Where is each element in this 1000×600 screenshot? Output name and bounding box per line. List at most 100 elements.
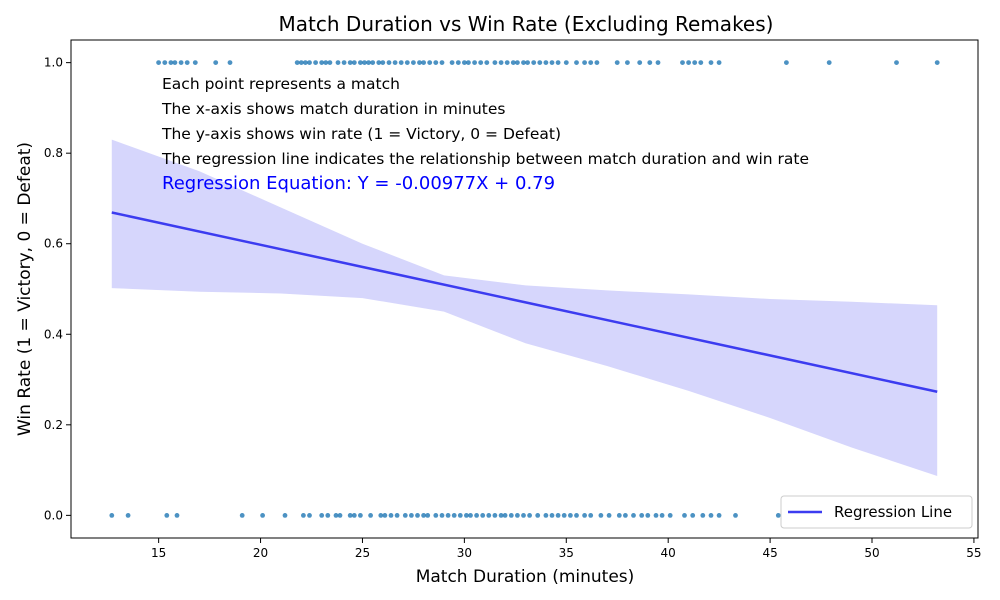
victory-point bbox=[392, 60, 398, 65]
victory-point bbox=[894, 60, 899, 65]
victory-point bbox=[404, 60, 410, 65]
defeat-point bbox=[582, 513, 587, 518]
y-tick-label: 0.2 bbox=[44, 418, 63, 432]
defeat-point bbox=[409, 513, 414, 518]
defeat-point bbox=[239, 513, 245, 518]
victory-point bbox=[647, 60, 653, 65]
defeat-point bbox=[421, 513, 426, 518]
defeat-point bbox=[667, 513, 673, 518]
defeat-point bbox=[468, 513, 473, 518]
confidence-band-layer bbox=[111, 139, 938, 476]
defeat-point bbox=[164, 513, 170, 518]
defeat-point bbox=[464, 513, 469, 518]
victory-point bbox=[172, 60, 178, 65]
defeat-point bbox=[508, 513, 514, 518]
victory-point bbox=[351, 60, 357, 65]
victory-point bbox=[433, 60, 439, 65]
victory-point bbox=[323, 60, 329, 65]
victory-point bbox=[466, 60, 471, 65]
plot-frame bbox=[70, 39, 979, 539]
defeat-point bbox=[319, 513, 325, 518]
defeat-point bbox=[574, 513, 579, 518]
defeat-point bbox=[480, 513, 486, 518]
victory-point bbox=[313, 60, 318, 65]
defeat-point bbox=[492, 513, 498, 518]
victory-point bbox=[411, 60, 416, 65]
defeat-point bbox=[351, 513, 357, 518]
victory-point bbox=[478, 60, 484, 65]
victory-point bbox=[515, 60, 520, 65]
victory-point bbox=[335, 60, 341, 65]
defeat-point bbox=[515, 513, 520, 518]
victory-point bbox=[362, 60, 367, 65]
victory-point bbox=[637, 60, 643, 65]
victory-point bbox=[417, 60, 422, 65]
defeat-point bbox=[347, 513, 353, 518]
regression-line-layer bbox=[111, 211, 938, 393]
defeat-point bbox=[555, 513, 561, 518]
defeat-point bbox=[388, 513, 394, 518]
defeat-point bbox=[521, 513, 526, 518]
victory-point bbox=[213, 60, 219, 65]
defeat-point bbox=[125, 513, 131, 518]
legend-box bbox=[780, 495, 973, 529]
victory-point bbox=[227, 60, 233, 65]
victory-point bbox=[563, 60, 569, 65]
plot-area bbox=[109, 60, 940, 518]
defeat-point bbox=[382, 513, 388, 518]
x-tick-label: 40 bbox=[661, 546, 676, 560]
defeat-point bbox=[659, 513, 665, 518]
victory-point bbox=[376, 60, 382, 65]
defeat-point bbox=[282, 513, 288, 518]
defeat-point bbox=[598, 513, 604, 518]
defeat-point bbox=[645, 513, 651, 518]
annotation-line-4: The regression line indicates the relati… bbox=[161, 150, 809, 168]
y-tick-label: 0.4 bbox=[44, 327, 63, 341]
victory-point bbox=[449, 60, 455, 65]
defeat-point bbox=[682, 513, 687, 518]
x-tick-label: 15 bbox=[151, 546, 166, 560]
victory-point bbox=[178, 60, 184, 65]
defeat-point bbox=[616, 513, 622, 518]
defeat-point bbox=[394, 513, 400, 518]
victory-point bbox=[588, 60, 594, 65]
victory-point bbox=[298, 60, 304, 65]
defeat-point bbox=[358, 513, 363, 518]
defeat-point bbox=[588, 513, 594, 518]
defeat-point bbox=[260, 513, 265, 518]
annotations: Each point represents a match The x-axis… bbox=[161, 75, 809, 194]
victory-point bbox=[303, 60, 308, 65]
defeat-point bbox=[415, 513, 420, 518]
victory-point bbox=[504, 60, 510, 65]
victory-point bbox=[716, 60, 722, 65]
defeat-point bbox=[639, 513, 645, 518]
victory-point bbox=[455, 60, 461, 65]
victory-point bbox=[156, 60, 162, 65]
victory-point bbox=[192, 60, 198, 65]
annotation-line-2: The x-axis shows match duration in minut… bbox=[161, 100, 505, 118]
defeat-point bbox=[109, 513, 115, 518]
victory-point bbox=[543, 60, 549, 65]
victory-point bbox=[698, 60, 704, 65]
y-tick-label: 0.0 bbox=[44, 508, 63, 522]
defeat-point bbox=[439, 513, 445, 518]
victory-point bbox=[462, 60, 467, 65]
defeat-point bbox=[451, 513, 457, 518]
victory-point bbox=[655, 60, 661, 65]
defeat-point bbox=[775, 513, 781, 518]
victory-point bbox=[537, 60, 543, 65]
legend-label: Regression Line bbox=[834, 503, 952, 521]
defeat-point bbox=[535, 513, 541, 518]
x-tick-label: 55 bbox=[966, 546, 981, 560]
victory-point bbox=[625, 60, 630, 65]
victory-point bbox=[347, 60, 353, 65]
victory-point bbox=[307, 60, 312, 65]
chart-title: Match Duration vs Win Rate (Excluding Re… bbox=[279, 12, 774, 36]
defeat-point bbox=[568, 513, 573, 518]
defeat-point bbox=[708, 513, 714, 518]
victory-point bbox=[386, 60, 392, 65]
y-axis-label: Win Rate (1 = Victory, 0 = Defeat) bbox=[15, 142, 35, 436]
victory-point bbox=[168, 60, 174, 65]
y-axis-ticks: 0.0 0.2 0.4 0.6 0.8 1.0 bbox=[44, 56, 71, 522]
victory-point bbox=[525, 60, 530, 65]
